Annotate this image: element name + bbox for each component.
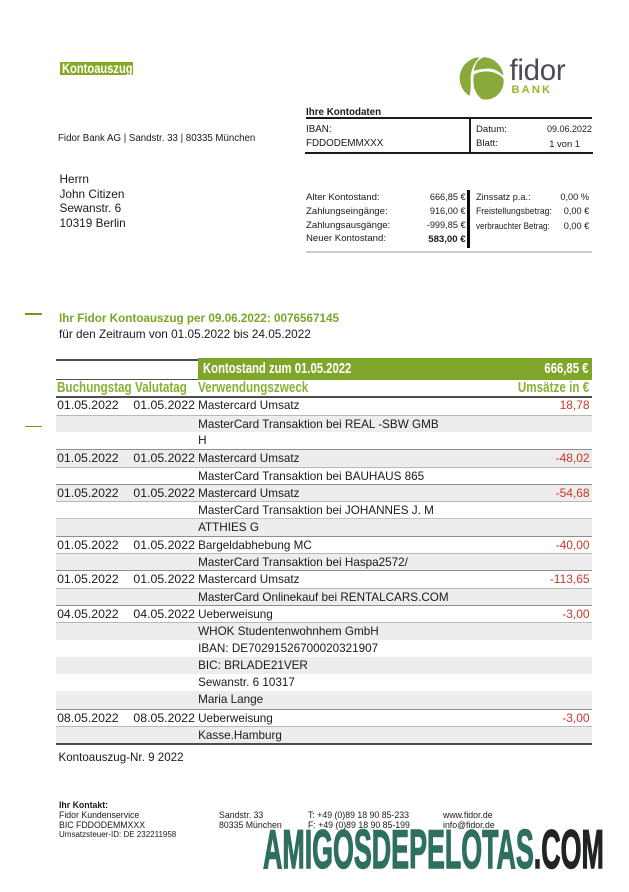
svg-text:AMIGOSDEPELOTAS.COM: AMIGOSDEPELOTAS.COM — [263, 820, 604, 880]
